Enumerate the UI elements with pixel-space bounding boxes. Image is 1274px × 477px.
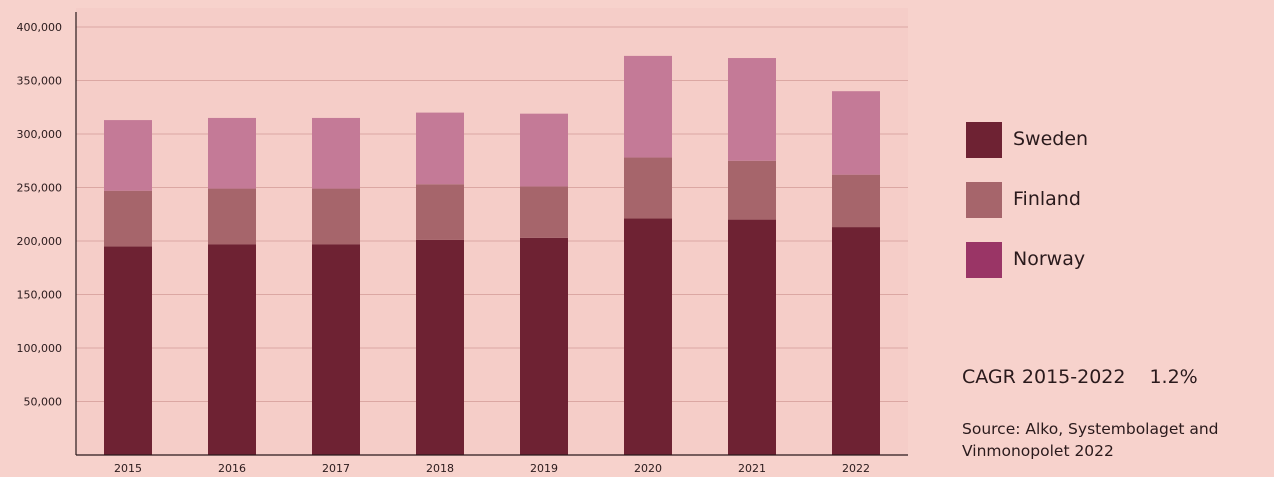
y-tick-label-200-000: 200,000 (17, 235, 63, 248)
bar-finland-2020 (624, 157, 672, 219)
bar-norway-2021 (728, 58, 776, 161)
bar-finland-2022 (832, 174, 880, 228)
bar-sweden-2018 (416, 239, 464, 455)
bar-norway-2016 (208, 117, 256, 189)
bar-sweden-2017 (312, 244, 360, 455)
bar-finland-2017 (312, 188, 360, 245)
plot-area (76, 8, 908, 455)
bar-sweden-2020 (624, 218, 672, 455)
cagr-summary: CAGR 2015-2022 1.2% (962, 366, 1198, 388)
bar-sweden-2015 (104, 246, 152, 455)
bar-norway-2019 (520, 113, 568, 187)
legend-swatch-sweden (966, 122, 1002, 158)
legend: Sweden Finland Norway (966, 122, 1266, 302)
y-tick-label-150-000: 150,000 (17, 289, 63, 302)
legend-item-sweden: Sweden (966, 122, 1266, 160)
legend-swatch-norway (966, 242, 1002, 278)
bar-finland-2018 (416, 184, 464, 240)
bar-sweden-2016 (208, 244, 256, 455)
bar-finland-2015 (104, 190, 152, 247)
y-tick-label-400-000: 400,000 (17, 21, 63, 34)
y-tick-label-350-000: 350,000 (17, 75, 63, 88)
bar-norway-2017 (312, 117, 360, 189)
x-tick-label-2021: 2021 (738, 462, 766, 475)
source-note: Source: Alko, Systembolaget and Vinmonop… (962, 420, 1219, 460)
bar-sweden-2021 (728, 219, 776, 455)
stacked-bar-chart: 50,000 100,000 150,000 200,000 250,000 300,00… (16, 8, 908, 475)
bar-finland-2019 (520, 186, 568, 238)
bar-norway-2020 (624, 55, 672, 158)
bar-norway-2015 (104, 120, 152, 191)
bar-sweden-2022 (832, 227, 880, 455)
y-tick-label-100-000: 100,000 (17, 342, 63, 355)
y-tick-label-300-000: 300,000 (17, 128, 63, 141)
x-tick-label-2015: 2015 (114, 462, 142, 475)
bar-norway-2022 (832, 91, 880, 175)
x-tick-label-2020: 2020 (634, 462, 662, 475)
legend-label-norway: Norway (1013, 248, 1086, 270)
x-tick-label-2017: 2017 (322, 462, 350, 475)
legend-label-finland: Finland (1013, 188, 1081, 210)
chart-canvas: 50,000 100,000 150,000 200,000 250,000 300,00… (16, 8, 908, 475)
bar-finland-2021 (728, 160, 776, 220)
bar-sweden-2019 (520, 237, 568, 455)
bar-norway-2018 (416, 112, 464, 185)
legend-label-sweden: Sweden (1013, 128, 1089, 150)
x-tick-label-2022: 2022 (842, 462, 870, 475)
y-tick-label-50-000: 50,000 (24, 396, 63, 409)
x-tick-label-2018: 2018 (426, 462, 454, 475)
legend-item-norway: Norway (966, 242, 1266, 280)
legend-swatch-finland (966, 182, 1002, 218)
cagr-value: 1.2% (1149, 366, 1198, 388)
y-tick-label-250-000: 250,000 (17, 182, 63, 195)
x-tick-label-2019: 2019 (530, 462, 558, 475)
legend-item-finland: Finland (966, 182, 1266, 220)
x-tick-label-2016: 2016 (218, 462, 246, 475)
cagr-label: CAGR 2015-2022 (962, 366, 1126, 388)
bar-finland-2016 (208, 188, 256, 245)
